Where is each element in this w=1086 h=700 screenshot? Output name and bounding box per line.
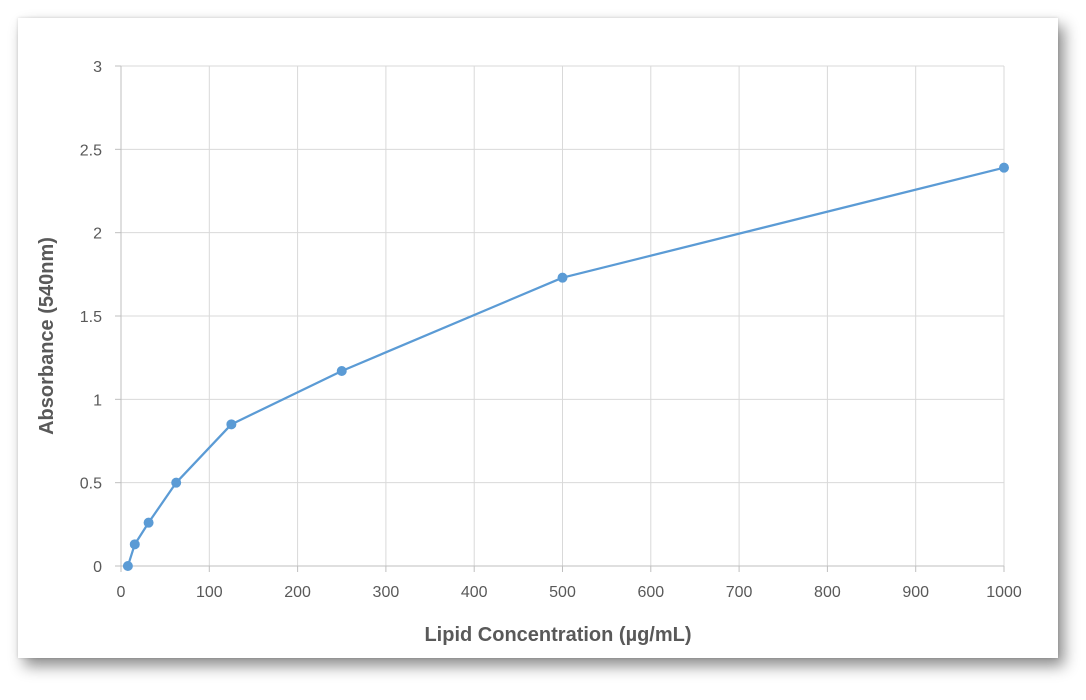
y-tick-label: 1.5 [80, 309, 102, 326]
y-tick-label: 3 [93, 59, 102, 76]
data-point [171, 477, 182, 488]
x-tick-label: 200 [284, 584, 311, 601]
series-line [126, 166, 1005, 567]
x-tick-labels: 0 100 200 300 400 500 600 700 800 900 1000 [117, 584, 1022, 601]
data-point [143, 517, 154, 528]
y-tick-labels: 0 0.5 1 1.5 2 2.5 3 [80, 59, 102, 576]
x-tick-label: 600 [637, 584, 664, 601]
data-series [122, 162, 1009, 571]
y-tick-label: 2 [93, 226, 102, 243]
axes [115, 65, 1005, 572]
data-point [129, 539, 140, 550]
gridlines [121, 65, 1005, 566]
data-point [226, 419, 237, 430]
x-axis-title: Lipid Concentration (µg/mL) [424, 624, 691, 646]
y-tick-label: 1 [93, 392, 102, 409]
x-tick-label: 0 [117, 584, 126, 601]
x-tick-label: 900 [902, 584, 929, 601]
x-tick-label: 400 [461, 584, 488, 601]
x-tick-label: 300 [373, 584, 400, 601]
x-tick-label: 800 [814, 584, 841, 601]
y-tick-label: 0.5 [80, 476, 102, 493]
x-tick-label: 100 [196, 584, 223, 601]
x-tick-label: 700 [726, 584, 753, 601]
x-tick-label: 500 [549, 584, 576, 601]
y-axis-title: Absorbance (540nm) [36, 237, 58, 435]
data-point [336, 366, 347, 376]
data-point [122, 561, 133, 571]
data-point [999, 162, 1009, 173]
x-tick-label: 1000 [986, 584, 1022, 601]
chart-card [18, 18, 1058, 658]
y-tick-label: 2.5 [80, 142, 102, 159]
y-tick-label: 0 [93, 559, 102, 576]
data-point [557, 272, 568, 283]
